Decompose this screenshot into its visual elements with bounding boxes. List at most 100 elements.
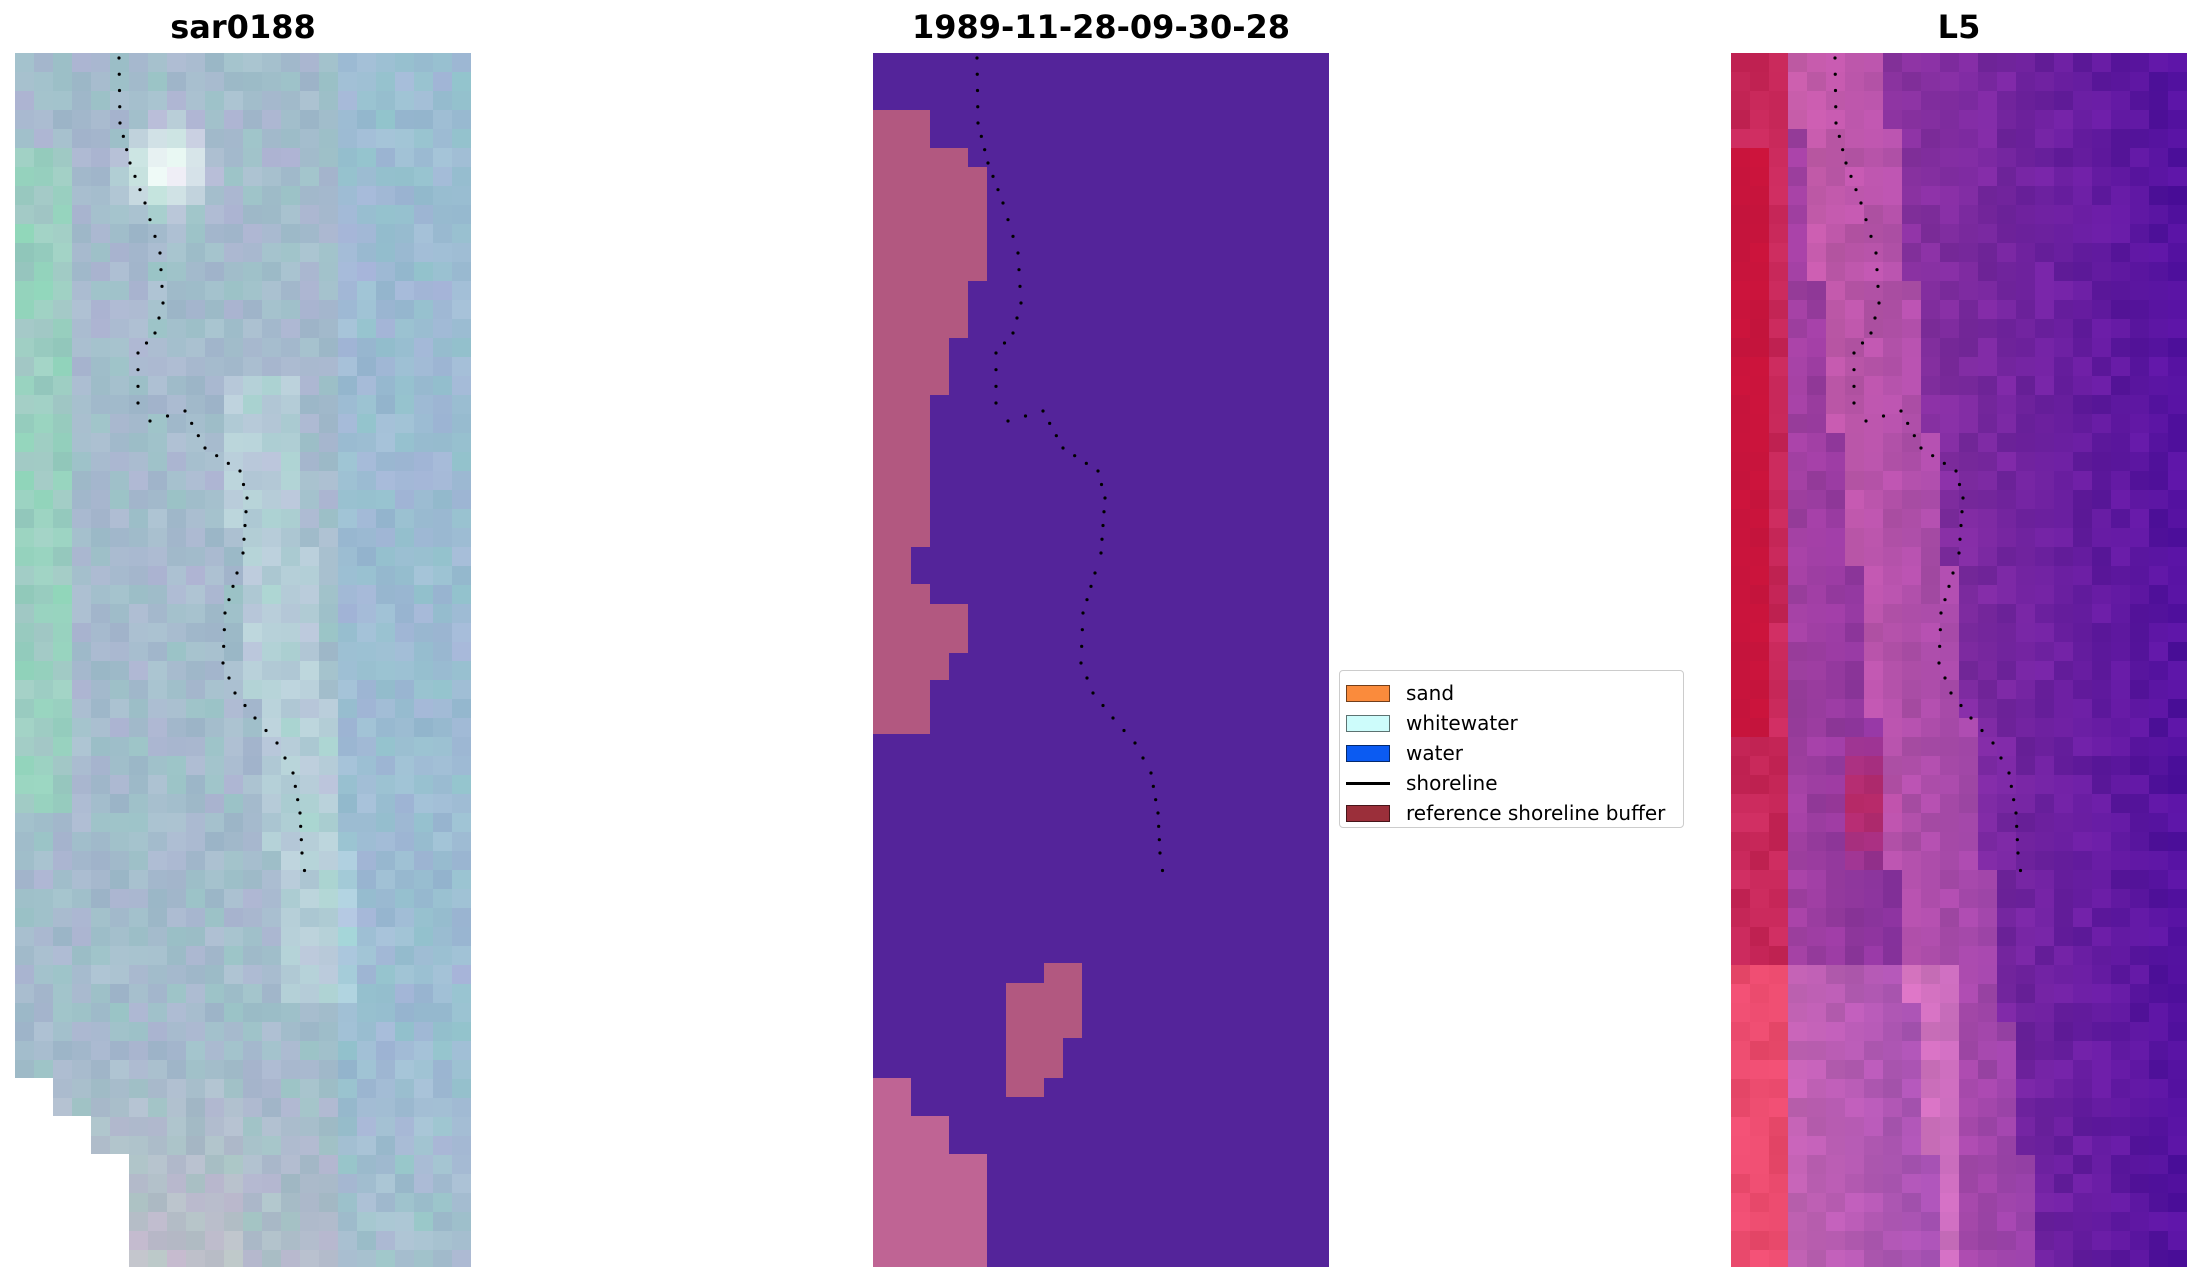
legend-item-sand: sand xyxy=(1346,679,1454,707)
sand-like-region-bottom xyxy=(873,1078,987,1267)
shoreline-point xyxy=(1980,728,1984,733)
shoreline-point xyxy=(1054,434,1058,438)
shoreline-point xyxy=(2016,851,2020,855)
shoreline-point xyxy=(1006,218,1010,222)
shoreline-point xyxy=(1834,121,1838,125)
shoreline-point xyxy=(1939,611,1943,615)
shoreline-point xyxy=(1873,316,1877,320)
shoreline-point xyxy=(148,419,152,423)
shoreline-point xyxy=(1954,469,1958,473)
legend-label: sand xyxy=(1406,681,1455,705)
shoreline-point xyxy=(1912,434,1916,438)
shoreline-point xyxy=(1919,446,1923,450)
shoreline-point xyxy=(1157,824,1161,828)
shoreline-point xyxy=(244,510,248,514)
shoreline-point xyxy=(1844,161,1848,165)
shoreline-point xyxy=(190,421,194,425)
shoreline-point xyxy=(118,121,122,125)
shoreline-point xyxy=(1937,661,1941,665)
shoreline-point xyxy=(222,628,226,632)
legend-item-water: water xyxy=(1346,739,1463,767)
shoreline-point xyxy=(2014,811,2018,815)
shoreline-point xyxy=(1864,218,1868,222)
shoreline-point xyxy=(203,446,207,450)
shoreline-point xyxy=(1089,584,1093,588)
shoreline-point xyxy=(121,134,125,138)
shoreline-point xyxy=(1103,496,1107,500)
shoreline-point xyxy=(1938,644,1942,648)
shoreline-point xyxy=(1906,421,1910,425)
shoreline-point xyxy=(1006,419,1010,423)
shoreline-point xyxy=(118,105,122,109)
shoreline-point xyxy=(238,469,242,473)
shoreline-point xyxy=(159,268,163,272)
shoreline-point xyxy=(1002,341,1007,345)
shoreline-point xyxy=(291,771,295,775)
shoreline-point xyxy=(299,838,303,842)
shoreline-point xyxy=(133,174,137,178)
classification-image xyxy=(873,53,1329,1267)
shoreline-point xyxy=(243,523,247,528)
shoreline-point xyxy=(2012,798,2016,802)
shoreline-point xyxy=(241,482,246,487)
nodata-region xyxy=(15,1078,129,1267)
shoreline-point xyxy=(157,316,161,320)
shoreline-point xyxy=(994,401,998,405)
shoreline-point xyxy=(1841,148,1845,152)
panel-title-rgb: sar0188 xyxy=(170,8,316,46)
shoreline-point xyxy=(233,691,237,695)
shoreline-point xyxy=(1859,201,1863,205)
shoreline-point xyxy=(1959,703,1963,708)
shoreline-point xyxy=(1854,188,1858,192)
legend-item-reference-buffer: reference shoreline buffer xyxy=(1346,799,1665,827)
shoreline-point xyxy=(1048,421,1052,425)
shoreline-point xyxy=(128,161,132,165)
shoreline-point xyxy=(1949,691,1953,695)
shoreline-point xyxy=(231,584,235,588)
shoreline-point xyxy=(1085,676,1089,680)
shoreline-point xyxy=(136,368,140,372)
shoreline-point xyxy=(283,756,287,760)
shoreline-point xyxy=(1023,414,1028,418)
shoreline-point xyxy=(1041,409,1045,413)
shoreline-point xyxy=(1833,72,1837,76)
shoreline-point xyxy=(136,401,140,405)
shoreline-point xyxy=(1073,454,1077,458)
shoreline-point xyxy=(1869,234,1873,238)
shoreline-point xyxy=(994,368,998,372)
shoreline-point xyxy=(161,301,165,305)
legend-item-shoreline: shoreline xyxy=(1346,769,1498,797)
shoreline-point xyxy=(1011,234,1015,238)
shoreline-point xyxy=(215,454,219,458)
shoreline-point xyxy=(241,551,245,555)
shoreline-point xyxy=(293,784,297,788)
shoreline-point xyxy=(125,148,129,152)
shoreline-point xyxy=(1099,551,1103,555)
shoreline-point xyxy=(1149,771,1153,775)
shoreline-point xyxy=(1081,611,1085,615)
shoreline-point xyxy=(296,798,300,802)
shoreline-point xyxy=(1101,523,1105,528)
shoreline-point xyxy=(1018,284,1022,288)
shoreline-point xyxy=(994,351,998,355)
shoreline-point xyxy=(153,331,157,335)
rgb-image-panel xyxy=(15,53,471,1267)
shoreline-point xyxy=(1951,571,1955,575)
panel-title-index: L5 xyxy=(1937,8,1981,46)
shoreline-point xyxy=(1852,351,1856,355)
shoreline-point xyxy=(1141,756,1145,760)
shoreline-point xyxy=(1943,598,1947,602)
shoreline-point xyxy=(975,56,979,60)
shoreline-point xyxy=(117,56,121,60)
shoreline-point xyxy=(243,703,247,708)
shoreline-point xyxy=(1079,661,1083,665)
legend-label: water xyxy=(1406,741,1463,765)
shoreline-point xyxy=(1959,523,1963,528)
shoreline-point xyxy=(1852,384,1856,388)
panel-title-classification: 1989-11-28-09-30-28 xyxy=(911,8,1291,46)
shoreline-point xyxy=(1011,331,1015,335)
index-image xyxy=(1731,53,2187,1267)
legend-label: shoreline xyxy=(1406,771,1498,795)
shoreline-point xyxy=(235,571,239,575)
legend-label: whitewater xyxy=(1406,711,1518,735)
